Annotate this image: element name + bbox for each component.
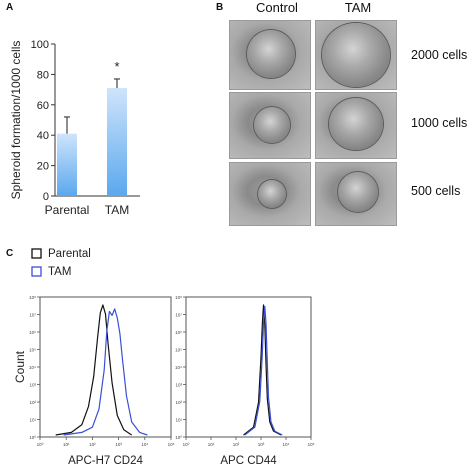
x-tick-label: 10³	[115, 442, 122, 447]
x-tick-label: 10⁴	[141, 442, 148, 447]
row-label-2000: 2000 cells	[411, 48, 468, 62]
micrograph-tam-2000	[315, 20, 397, 90]
y-tick-label: 0	[43, 191, 49, 203]
significance-asterisk: *	[114, 59, 119, 74]
x-tick-label: Parental	[45, 203, 90, 217]
spheroid	[322, 23, 390, 87]
x-tick-label: 10⁰	[183, 442, 190, 447]
legend-label-parental: Parental	[48, 248, 91, 260]
flow-cytometry-figure: Parental TAM 10⁰ 10¹ 10² 10³ 10⁴ 10⁵ 10⁶ 10⁷ 10⁸ 10…	[13, 248, 315, 467]
y-tick-label: 10⁷	[29, 313, 36, 318]
x-axis-title: APC-H7 CD24	[68, 455, 143, 467]
plot-frame	[185, 296, 312, 438]
y-tick-label: 10¹	[29, 418, 36, 423]
micrograph-tam-500	[315, 162, 397, 226]
y-tick-label: 10⁰	[29, 435, 36, 440]
x-tick-label: 10⁰	[37, 442, 44, 447]
y-tick-label: 10³	[29, 383, 36, 388]
spheroid	[247, 30, 295, 78]
y-axis-title: Spheroid formation/1000 cells	[9, 41, 23, 200]
histogram-tam	[244, 305, 283, 436]
x-tick-label: 10³	[258, 442, 265, 447]
y-tick-label: 10⁶	[175, 330, 182, 335]
y-tick-label: 60	[37, 100, 49, 112]
y-tick-label: 10⁷	[175, 313, 182, 318]
y-tick-label: 10¹	[175, 418, 182, 423]
y-tick-label: 10⁵	[29, 348, 36, 353]
column-header-control: Control	[256, 0, 298, 15]
y-tick-label: 10⁶	[29, 330, 36, 335]
y-tick-label: 10⁸	[29, 295, 36, 300]
y-tick-label: 10⁸	[175, 295, 182, 300]
x-tick-label: 10⁴	[283, 442, 290, 447]
y-tick-label: 10⁴	[175, 365, 182, 370]
legend-swatch-tam	[31, 266, 42, 277]
column-header-tam: TAM	[344, 0, 372, 15]
y-tick-label: 10²	[29, 400, 36, 405]
histogram-parental	[55, 304, 133, 436]
histogram-tam	[63, 308, 148, 436]
x-tick-label: 10²	[233, 442, 240, 447]
y-tick-label: 10²	[175, 400, 182, 405]
row-label-1000: 1000 cells	[411, 116, 468, 130]
spheroid	[329, 98, 383, 150]
bar-tam	[107, 88, 127, 196]
x-tick-label: 10⁵	[308, 442, 315, 447]
panel-label-b: B	[216, 2, 224, 13]
y-tick-label: 10⁰	[175, 435, 182, 440]
bar-chart: 0 20 40 60 80 100 Parental TAM * Spheroid formati…	[9, 39, 140, 217]
y-tick-label: 10⁵	[175, 348, 182, 353]
row-label-500: 500 cells	[411, 184, 461, 198]
y-tick-label: 40	[37, 130, 49, 142]
y-tick-label: 80	[37, 69, 49, 81]
x-tick-label: 10²	[89, 442, 96, 447]
y-axis-title: Count	[13, 350, 27, 383]
micrograph-tam-1000	[315, 92, 397, 159]
micrograph-control-500	[229, 162, 311, 226]
x-tick-label: TAM	[105, 203, 129, 217]
y-tick-label: 20	[37, 161, 49, 173]
panel-label-c: C	[6, 248, 14, 259]
spheroid	[254, 107, 290, 143]
micrograph-control-2000	[229, 20, 311, 90]
y-tick-label: 10⁴	[29, 365, 36, 370]
micrograph-control-1000	[229, 92, 311, 159]
panel-label-a: A	[6, 2, 14, 13]
y-tick-label: 100	[31, 39, 49, 51]
spheroid	[258, 180, 286, 208]
x-tick-label: 10⁵	[168, 442, 175, 447]
legend-swatch-parental	[31, 248, 42, 259]
y-tick-label: 10³	[175, 383, 182, 388]
spheroid	[338, 172, 378, 212]
x-axis-title: APC CD44	[220, 455, 277, 467]
bar-parental	[57, 133, 77, 196]
x-tick-label: 10¹	[208, 442, 215, 447]
legend-label-tam: TAM	[48, 266, 71, 278]
x-tick-label: 10¹	[63, 442, 70, 447]
